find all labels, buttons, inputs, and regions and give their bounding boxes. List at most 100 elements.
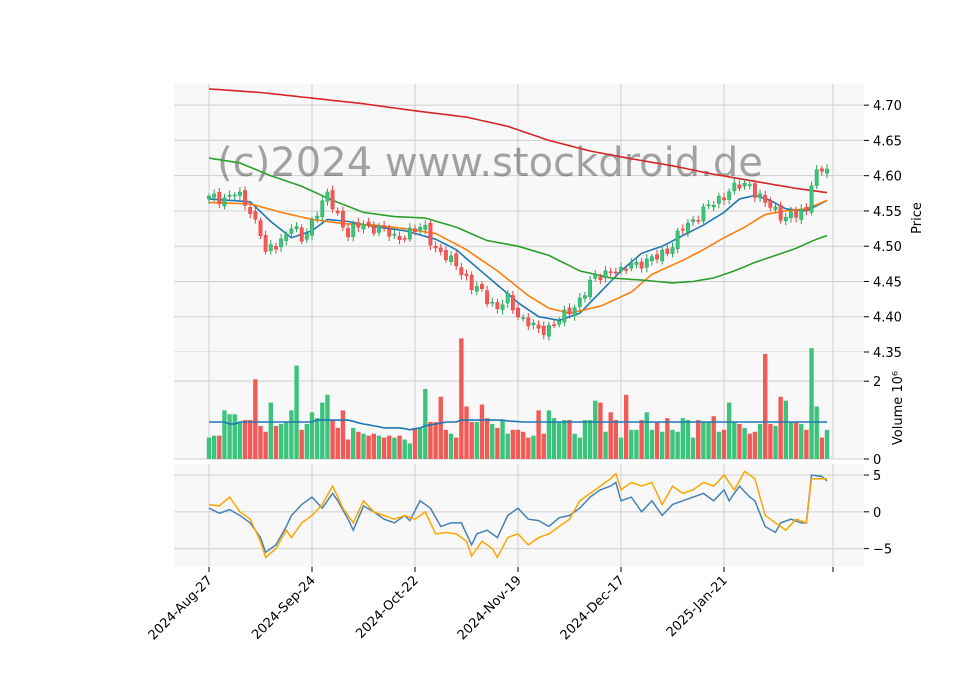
candle-body [474,286,479,292]
x-tick-label: 2024-Aug-27 [146,573,216,643]
volume-bar [284,422,289,459]
candle-body [660,249,665,262]
volume-bar [752,431,758,459]
y-tick-label: 4.55 [873,205,902,220]
candle-body [299,227,304,242]
volume-bar [582,420,588,459]
y-tick-label: 0 [873,506,881,521]
volume-bar [314,418,320,459]
oscillator-line-b [208,470,827,559]
x-tick-label: 2024-Dec-17 [558,573,628,643]
candle-body [335,210,340,214]
volume-bar [680,418,685,459]
candle-body [490,301,495,304]
y-tick-label: 4.70 [873,99,902,114]
candle-body [443,250,448,261]
volume-bar [417,427,423,459]
candle-body [680,228,685,231]
candle-body [783,216,788,222]
candle-body [382,225,387,228]
candle-body [500,304,505,310]
volume-bar [757,423,763,459]
candle-body [825,168,829,174]
volume-bar [613,420,619,459]
volume-bar [809,348,814,459]
candle-body [304,232,309,240]
volume-bar [495,427,500,459]
candle-body [649,256,654,261]
candle-body [619,267,623,272]
x-tick-label: 2024-Sep-24 [249,573,319,643]
volume-bar [227,414,232,459]
candle-body [392,233,397,236]
volume-bar [381,437,387,459]
oscillator-axis-ticks: 5 0 −5 [864,469,892,558]
volume-bar [448,433,454,459]
candle-body [423,224,428,230]
candle-body [526,317,531,327]
candle-body [289,228,294,234]
candle-body [428,223,433,246]
candle-body [531,322,536,326]
candle-body [819,168,824,172]
y-tick-label: 5 [873,469,881,484]
y-tick-label: 4.65 [873,134,902,149]
candle-body [644,258,649,268]
candle-body [212,193,217,198]
volume-bar [443,429,449,459]
volume-bar [325,394,330,459]
volume-bar [248,420,253,459]
volume-bar [397,435,402,459]
candle-body [294,226,299,229]
candle-body [598,276,603,280]
candle-body [577,297,582,307]
volume-bar [479,404,485,459]
volume-bar [557,422,562,459]
volume-bar [237,422,243,459]
oscillator-grid [174,464,864,567]
volume-bar [701,422,706,459]
volume-bar [206,437,212,459]
candle-body [742,182,747,187]
candle-body [217,191,222,205]
candle-body [325,191,330,202]
volume-bar [644,412,649,459]
candle-body [593,274,598,279]
volume-bar [783,400,788,459]
volume-bar [546,410,552,459]
volume-bar [490,423,495,459]
volume-bar [242,420,248,459]
candle-body [320,200,325,217]
volume-bar [433,422,438,459]
oscillator-lines [208,470,828,559]
candle-body [758,193,762,198]
price-panel-background [174,84,864,352]
volume-bar [232,414,237,459]
volume-bar [768,423,773,459]
volume-bar [464,406,469,459]
volume-bar [675,431,680,459]
candle-body [778,205,783,221]
volume-bar [737,423,742,459]
volume-bar [217,435,222,459]
volume-bar [639,420,644,459]
volume-bar [716,431,722,459]
candle-body [670,247,675,254]
candle-body [737,184,742,189]
oscillator-line-a [208,474,828,554]
volume-bar [799,423,804,459]
volume-bar [222,410,227,459]
y-tick-label: 2 [873,375,881,390]
candle-body [351,223,356,237]
volume-bar [660,431,665,459]
volume-bar [330,420,335,459]
volume-bar [773,425,778,459]
x-tick-label: 2024-Oct-22 [353,573,421,641]
volume-bar [654,422,660,459]
candle-body [485,290,490,305]
candle-body [773,206,778,210]
volume-bar [366,435,371,459]
candle-body [752,183,757,198]
volume-bar [598,402,603,459]
